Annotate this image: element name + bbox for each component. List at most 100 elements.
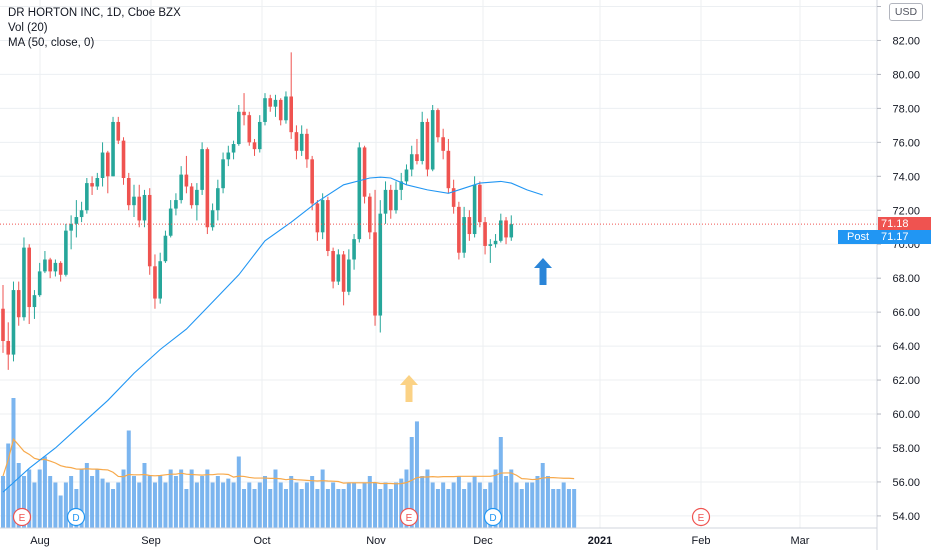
candle-down: [457, 206, 461, 253]
candle-up: [174, 200, 178, 209]
candle-down: [106, 152, 110, 177]
candle-up: [74, 217, 79, 224]
earnings-marker[interactable]: E: [399, 507, 419, 527]
volume-bar: [278, 482, 283, 528]
volume-bar: [341, 489, 346, 528]
volume-bar: [116, 482, 121, 528]
post-market-price-label: 71.17: [878, 230, 931, 244]
volume-bar: [420, 476, 425, 528]
volume-bar: [325, 489, 330, 528]
candle-down: [341, 254, 346, 292]
volume-bar: [283, 489, 288, 528]
candle-up: [409, 154, 414, 170]
volume-indicator-label[interactable]: Vol (20): [8, 22, 48, 34]
time-tick-label: Oct: [253, 535, 270, 547]
volume-bar: [540, 463, 545, 528]
candle-up: [37, 271, 42, 296]
candle-down: [153, 266, 157, 299]
event-circle: [691, 507, 711, 527]
candle-down: [252, 142, 257, 150]
volume-ma-line: [2, 437, 575, 485]
candle-down: [451, 188, 456, 207]
candle-down: [483, 222, 487, 246]
earnings-marker[interactable]: E: [691, 507, 711, 527]
candle-down: [310, 159, 314, 204]
volume-bar: [226, 478, 231, 528]
candle-down: [289, 96, 293, 133]
price-tick-label: 68.00: [892, 273, 920, 285]
candle-up: [132, 196, 136, 206]
candle-up: [509, 224, 514, 238]
candle-down: [415, 154, 419, 162]
arrow-up-blue-icon: [534, 258, 552, 285]
candle-up: [263, 98, 267, 122]
volume-bar: [430, 482, 435, 528]
candle-up: [226, 152, 231, 160]
volume-bar: [179, 469, 184, 528]
time-axis[interactable]: Aug Sep Oct Nov Dec 2021 Feb Mar: [0, 527, 877, 547]
symbol-title[interactable]: DR HORTON INC, 1D, Cboe BZX: [8, 7, 181, 19]
volume-bar: [304, 482, 309, 528]
volume-bar: [425, 469, 430, 528]
volume-bar: [273, 469, 278, 528]
volume-bar: [414, 421, 419, 528]
volume-bar: [16, 463, 21, 528]
candle-up: [257, 121, 262, 150]
price-tick-label: 78.00: [892, 103, 920, 115]
volume-bar: [132, 476, 136, 528]
volume-bar: [189, 469, 194, 528]
volume-bar: [163, 482, 168, 528]
price-tick-label: 64.00: [892, 341, 920, 353]
volume-bar: [404, 469, 409, 528]
volume-bar: [504, 476, 509, 528]
price-tick-label: 54.00: [892, 511, 920, 523]
ma50-path: [2, 176, 543, 493]
event-letter: D: [489, 513, 496, 524]
candle-down: [242, 111, 246, 116]
price-axis[interactable]: 54.00 56.00 58.00 60.00 62.00 64.00 66.00 68.00…: [876, 0, 920, 550]
event-letter: E: [698, 513, 705, 524]
candle-up: [95, 177, 100, 187]
volume-bar: [48, 476, 53, 528]
dividend-marker[interactable]: D: [66, 507, 86, 527]
volume-bar: [152, 482, 157, 528]
price-tick-label: 74.00: [892, 171, 920, 183]
currency-button[interactable]: USD: [889, 3, 923, 21]
volume-bar: [184, 489, 189, 528]
volume-bar: [11, 398, 16, 528]
earnings-marker[interactable]: E: [12, 507, 32, 527]
volume-bar: [247, 482, 252, 528]
candle-down: [121, 140, 126, 178]
candle-up: [231, 144, 236, 153]
volume-bar: [69, 476, 74, 528]
candle-down: [126, 177, 131, 206]
volume-bar: [6, 443, 11, 528]
candle-down: [388, 189, 393, 211]
volume-bar: [561, 482, 566, 528]
volume-bar: [362, 482, 367, 528]
volume-bar: [477, 482, 482, 528]
event-letter: D: [72, 513, 79, 524]
dividend-marker[interactable]: D: [483, 507, 503, 527]
candle-up: [378, 213, 383, 316]
volume-bar: [493, 469, 498, 528]
time-tick-label: Sep: [141, 535, 161, 547]
candle-up: [163, 235, 168, 262]
volume-bar: [373, 482, 378, 528]
volume-bar: [435, 489, 440, 528]
volume-bar: [346, 482, 351, 528]
candle-up: [462, 217, 466, 253]
ma-indicator-label[interactable]: MA (50, close, 0): [8, 37, 95, 49]
candle-up: [210, 210, 215, 228]
volume-bar: [566, 489, 571, 528]
volume-bar: [367, 476, 372, 528]
candle-down: [268, 98, 273, 107]
volume-bar: [111, 489, 116, 528]
volume-bar: [456, 476, 461, 528]
candle-up: [168, 208, 173, 236]
candle-up: [488, 244, 493, 246]
volume-bar: [357, 489, 362, 528]
volume-bar: [53, 482, 58, 528]
